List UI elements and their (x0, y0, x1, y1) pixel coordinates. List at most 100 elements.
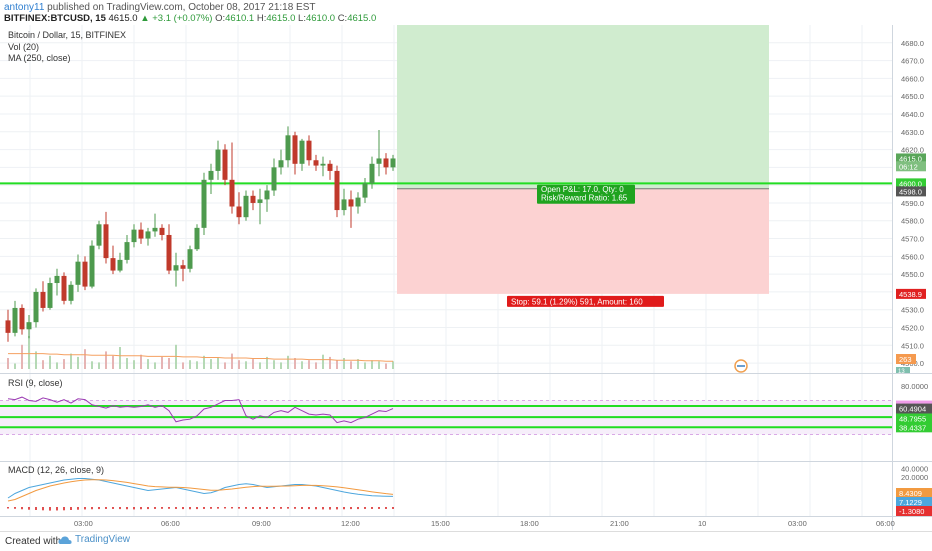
pnl-text: Open P&L: 17.0, Qty: 0 (541, 185, 624, 194)
candle-body (390, 158, 396, 168)
legend-volume[interactable]: Vol (20) (8, 42, 40, 52)
candle-body (201, 179, 207, 228)
volume-bar (343, 358, 345, 369)
candle-body (152, 227, 158, 232)
price-tag: 4538.9 (896, 288, 926, 299)
macd-hist-bar (91, 507, 93, 510)
volume-bar (287, 355, 289, 369)
macd-hist-bar (336, 507, 338, 510)
candle-body (68, 284, 74, 301)
candle-body (348, 199, 354, 207)
price-tick-label: 4590.0 (901, 199, 924, 208)
volume-bar (308, 360, 310, 369)
candle-body (222, 149, 228, 180)
price-tag-bg (896, 178, 926, 189)
macd-hist-bar (7, 507, 9, 509)
low-label: L: (298, 13, 306, 24)
legend-macd[interactable]: MACD (12, 26, close, 9) (8, 465, 105, 475)
author-link[interactable]: antony11 (4, 2, 45, 13)
footer: Created with TradingView (0, 531, 932, 551)
candle-body (166, 234, 172, 271)
volume-bar (301, 361, 303, 369)
price-tick-label: 4510.0 (901, 341, 924, 350)
volume-bar (385, 363, 387, 369)
volume-bar (217, 358, 219, 369)
macd-hist-bar (119, 507, 121, 510)
price-tick-label: 4680.0 (901, 39, 924, 48)
candle-body (271, 167, 277, 191)
volume-bar (175, 344, 177, 369)
macd-hist-bar (42, 507, 44, 511)
candle-body (19, 307, 25, 330)
candle-body (320, 163, 326, 166)
price-tick-label: 4520.0 (901, 324, 924, 333)
price-tag-text: 4600.0 (899, 179, 922, 188)
candle-body (40, 291, 46, 308)
macd-hist-bar (14, 507, 16, 509)
time-tick-label: 10 (698, 519, 706, 528)
macd-layer (7, 478, 394, 511)
macd-hist-bar (140, 507, 142, 510)
rsi-tag: 38.4337 (896, 422, 932, 433)
candle-body (103, 224, 109, 259)
open-value: 4610.1 (225, 13, 255, 24)
macd-hist-bar (49, 507, 51, 511)
candle-body (376, 158, 382, 164)
macd-hist-bar (392, 507, 394, 509)
price-tag-text: 06:12 (899, 162, 918, 171)
cloud-icon (58, 535, 72, 544)
candle-body (341, 199, 347, 211)
candle-body (75, 261, 81, 285)
volume-bar (77, 356, 79, 369)
candle-body (236, 206, 242, 218)
volume-tag: 263 (896, 354, 916, 364)
candle-body (194, 227, 200, 250)
candle-body (278, 160, 284, 168)
volume-bar (63, 359, 65, 369)
candle-body (264, 190, 270, 200)
volume-bar (238, 360, 240, 369)
rsi-tag: 48.7955 (896, 413, 932, 424)
volume-bar (14, 363, 16, 369)
candle-body (138, 229, 144, 239)
price-tag-bg (896, 153, 926, 164)
candle-body (215, 149, 221, 171)
candle-body (173, 265, 179, 271)
volume-tag-small-text: 13 (898, 369, 905, 375)
time-tick-label: 03:00 (788, 519, 807, 528)
volume-bar (182, 362, 184, 369)
volume-tag-bg (896, 354, 916, 364)
volume-bar (84, 349, 86, 369)
macd-hist-bar (98, 507, 100, 510)
candle-body (187, 249, 193, 269)
macd-tag-bg (896, 497, 932, 507)
volume-bar (161, 356, 163, 369)
rsi-tag-bg (896, 403, 932, 414)
macd-hist-bar (105, 507, 107, 509)
price-tick-label: 4630.0 (901, 128, 924, 137)
volume-bar (56, 362, 58, 369)
volume-bar (203, 355, 205, 369)
macd-hist-bar (133, 507, 135, 510)
legend-rsi[interactable]: RSI (9, close) (8, 378, 63, 388)
rsi-layer (0, 396, 892, 435)
tradingview-logo[interactable]: TradingView (58, 534, 130, 545)
volume-bar (105, 351, 107, 369)
volume-layer (7, 336, 394, 369)
macd-hist-bar (238, 507, 240, 509)
volume-bar (245, 361, 247, 369)
bitcoin-logo-icon (734, 359, 748, 373)
candle-body (229, 179, 235, 207)
volume-bar (154, 362, 156, 369)
legend-ma[interactable]: MA (250, close) (8, 53, 71, 63)
rsi-line (7, 396, 394, 424)
macd-hist-bar (294, 507, 296, 509)
macd-hist-bar (154, 507, 156, 509)
macd-hist-bar (70, 507, 72, 510)
price-tag: 4598.0 (896, 186, 926, 197)
legend-instrument[interactable]: Bitcoin / Dollar, 15, BITFINEX (8, 30, 127, 40)
volume-bar (210, 359, 212, 369)
macd-hist-bar (168, 507, 170, 509)
macd-tag-text: -1.3080 (899, 507, 924, 516)
